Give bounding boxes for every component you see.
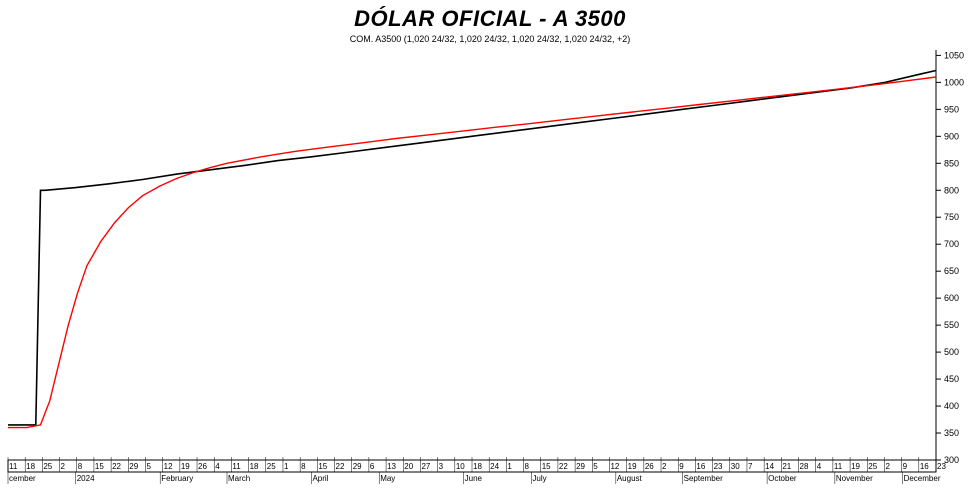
x-day-label: 5 [593,462,598,471]
y-tick-label: 300 [944,455,959,465]
x-day-label: 12 [610,462,619,471]
x-day-label: 3 [439,462,444,471]
x-month-label: May [380,474,395,483]
x-day-label: 7 [748,462,753,471]
x-month-label: March [228,474,250,483]
x-day-label: 26 [198,462,207,471]
x-day-label: 11 [834,462,843,471]
x-month-label: September [684,474,723,483]
x-month-label: April [312,474,328,483]
y-tick-label: 650 [944,266,959,276]
x-day-label: 19 [181,462,190,471]
x-day-label: 2 [885,462,890,471]
x-day-label: 25 [43,462,52,471]
x-month-label: December [904,474,941,483]
x-day-label: 1 [507,462,512,471]
x-day-label: 9 [679,462,684,471]
x-day-label: 23 [714,462,723,471]
chart-container: DÓLAR OFICIAL - A 3500 COM. A3500 (1,020… [0,0,980,501]
x-day-label: 4 [215,462,220,471]
x-month-label: July [532,474,546,483]
x-day-label: 1 [284,462,289,471]
x-day-label: 15 [318,462,327,471]
x-day-label: 16 [920,462,929,471]
x-day-label: 15 [95,462,104,471]
x-day-label: 25 [267,462,276,471]
x-day-label: 29 [129,462,138,471]
y-tick-label: 1000 [944,77,964,87]
x-day-label: 21 [782,462,791,471]
x-day-label: 8 [301,462,306,471]
y-tick-label: 700 [944,239,959,249]
x-day-label: 29 [353,462,362,471]
x-day-label: 25 [868,462,877,471]
x-day-label: 13 [387,462,396,471]
x-day-label: 6 [370,462,375,471]
x-day-label: 22 [112,462,121,471]
x-day-label: 20 [404,462,413,471]
x-day-label: 2 [61,462,66,471]
x-day-label: 29 [576,462,585,471]
y-tick-label: 400 [944,401,959,411]
x-day-label: 23 [937,462,946,471]
chart-svg: 300 350 400 450 500 550 600 650 700 750 800 850 900 9… [0,0,980,501]
y-tick-label: 850 [944,158,959,168]
x-day-label: 24 [490,462,499,471]
x-month-label: February [161,474,193,483]
x-day-label: 16 [696,462,705,471]
x-day-label: 4 [817,462,822,471]
x-day-label: 2 [662,462,667,471]
x-day-label: 28 [800,462,809,471]
x-day-label: 8 [525,462,530,471]
x-day-label: 10 [456,462,465,471]
y-tick-label: 1050 [944,50,964,60]
y-tick-label: 800 [944,185,959,195]
x-month-label: cember [9,474,36,483]
y-tick-label: 350 [944,428,959,438]
x-day-label: 30 [731,462,740,471]
x-day-label: 8 [78,462,83,471]
x-month-label: June [465,474,483,483]
x-day-label: 15 [542,462,551,471]
x-month-label: October [768,474,797,483]
series-black-line [8,71,936,425]
x-day-label: 22 [559,462,568,471]
x-day-label: 22 [336,462,345,471]
y-tick-label: 950 [944,104,959,114]
y-tick-label: 900 [944,131,959,141]
x-day-label: 19 [851,462,860,471]
y-tick-label: 600 [944,293,959,303]
x-day-label: 11 [9,462,18,471]
x-day-label: 18 [250,462,259,471]
x-month-label: August [617,474,643,483]
x-day-label: 18 [26,462,35,471]
x-day-label: 27 [421,462,430,471]
x-day-label: 9 [903,462,908,471]
x-day-label: 26 [645,462,654,471]
x-day-label: 11 [232,462,241,471]
y-tick-label: 550 [944,320,959,330]
x-month-label: 2024 [77,474,95,483]
x-day-label: 14 [765,462,774,471]
x-month-label: November [836,474,873,483]
x-day-label: 18 [473,462,482,471]
x-day-label: 5 [146,462,151,471]
x-day-label: 12 [164,462,173,471]
y-tick-label: 500 [944,347,959,357]
x-day-label: 19 [628,462,637,471]
y-tick-label: 750 [944,212,959,222]
series-red-line [8,77,936,428]
y-tick-label: 450 [944,374,959,384]
